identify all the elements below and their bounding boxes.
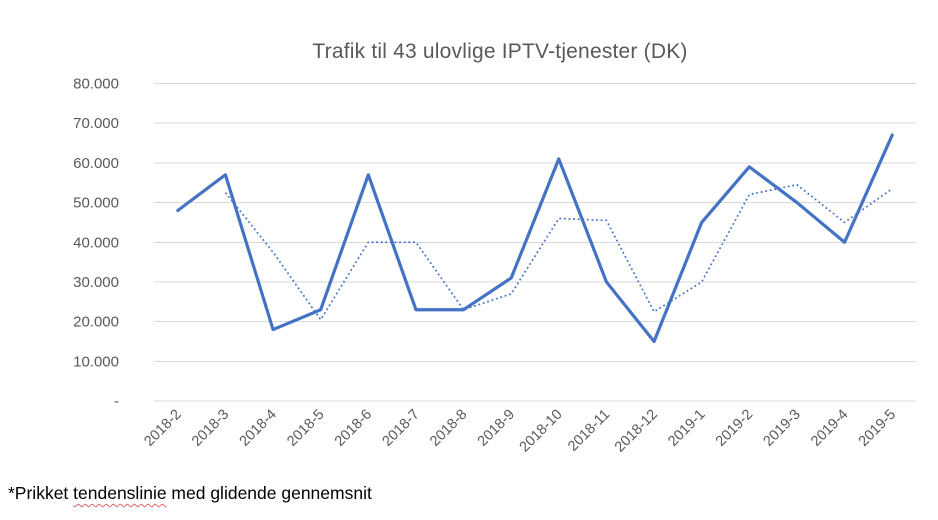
x-axis-label: 2019-2: [713, 407, 756, 450]
x-axis-label: 2019-4: [808, 407, 851, 450]
x-axis-label: 2019-3: [761, 407, 804, 450]
y-axis-labels: - 10.000 20.000 30.000 40.000 50.000 60.000 70.…: [73, 76, 119, 411]
x-axis-label: 2018-12: [612, 407, 661, 456]
x-axis-label: 2018-10: [517, 407, 566, 456]
y-axis-label: 30.000: [73, 274, 119, 291]
x-axis-label: 2018-3: [189, 407, 232, 450]
series-traffic-line: [176, 133, 894, 344]
chart-title: Trafik til 43 ulovlige IPTV-tjenester (D…: [312, 40, 688, 63]
y-axis-label: 20.000: [73, 314, 119, 331]
x-axis-label: 2018-11: [565, 407, 613, 455]
footnote-misspelled-word: tendenslinie: [73, 483, 167, 503]
footnote-prefix: *Prikket: [8, 483, 74, 503]
y-axis-label: -: [114, 393, 119, 410]
y-axis-label: 70.000: [73, 115, 119, 132]
x-axis-label: 2018-6: [332, 407, 375, 450]
x-axis-labels: 2018-2 2018-3 2018-4 2018-5 2018-6 2018-7 2018…: [141, 407, 899, 456]
y-axis-label: 10.000: [73, 353, 119, 370]
x-axis-label: 2018-7: [380, 407, 423, 450]
x-axis-label: 2019-5: [856, 407, 899, 450]
x-axis-label: 2018-8: [427, 407, 470, 450]
x-axis-label: 2018-5: [284, 407, 327, 450]
y-axis-label: 40.000: [73, 234, 119, 251]
y-axis-label: 50.000: [73, 195, 119, 212]
y-axis-label: 60.000: [73, 155, 119, 172]
x-axis-label: 2018-9: [475, 407, 518, 450]
series-trend-line: [224, 183, 893, 321]
x-axis-label: 2019-1: [665, 407, 708, 450]
footnote-suffix: med glidende gennemsnit: [166, 483, 372, 503]
footnote: *Prikket tendenslinie med glidende genne…: [8, 483, 372, 504]
line-chart-canvas: - 10.000 20.000 30.000 40.000 50.000 60.000 70.…: [73, 76, 916, 456]
y-axis-label: 80.000: [73, 76, 119, 93]
x-axis-label: 2018-4: [237, 407, 280, 450]
x-axis-label: 2018-2: [141, 407, 184, 450]
gridlines: [154, 83, 916, 402]
